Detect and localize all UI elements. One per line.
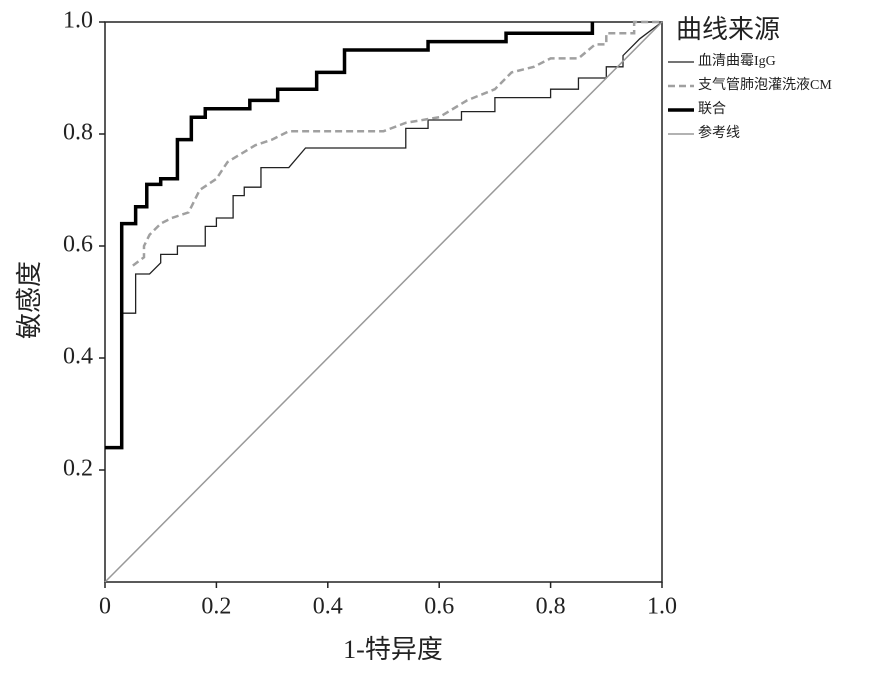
y-tick-label: 1.0 <box>63 8 93 34</box>
y-tick-label: 0.6 <box>63 232 93 258</box>
x-axis-label: 1-特异度 <box>343 635 443 664</box>
legend-label: 联合 <box>698 101 726 117</box>
plot-frame <box>104 21 663 583</box>
y-tick-label: 0.4 <box>63 344 93 370</box>
y-tick-label: 0.8 <box>63 120 93 146</box>
x-tick-label: 0.8 <box>536 594 566 620</box>
legend-label: 血清曲霉IgG <box>698 53 776 69</box>
roc-curve <box>121 21 663 314</box>
x-tick-label: 0 <box>99 594 111 620</box>
roc-curve <box>105 22 595 450</box>
legend-title: 曲线来源 <box>676 15 780 44</box>
x-tick-label: 0.4 <box>313 594 343 620</box>
x-tick-label: 0.6 <box>424 594 454 620</box>
roc-curve <box>104 21 663 583</box>
legend-label: 支气管肺泡灌洗液CM <box>698 77 832 93</box>
roc-curve <box>132 20 662 267</box>
legend-label: 参考线 <box>698 124 740 141</box>
y-tick-label: 0.2 <box>63 456 93 482</box>
x-tick-label: 1.0 <box>647 594 677 620</box>
x-tick-label: 0.2 <box>201 594 231 620</box>
y-axis-label: 敏感度 <box>15 261 44 339</box>
